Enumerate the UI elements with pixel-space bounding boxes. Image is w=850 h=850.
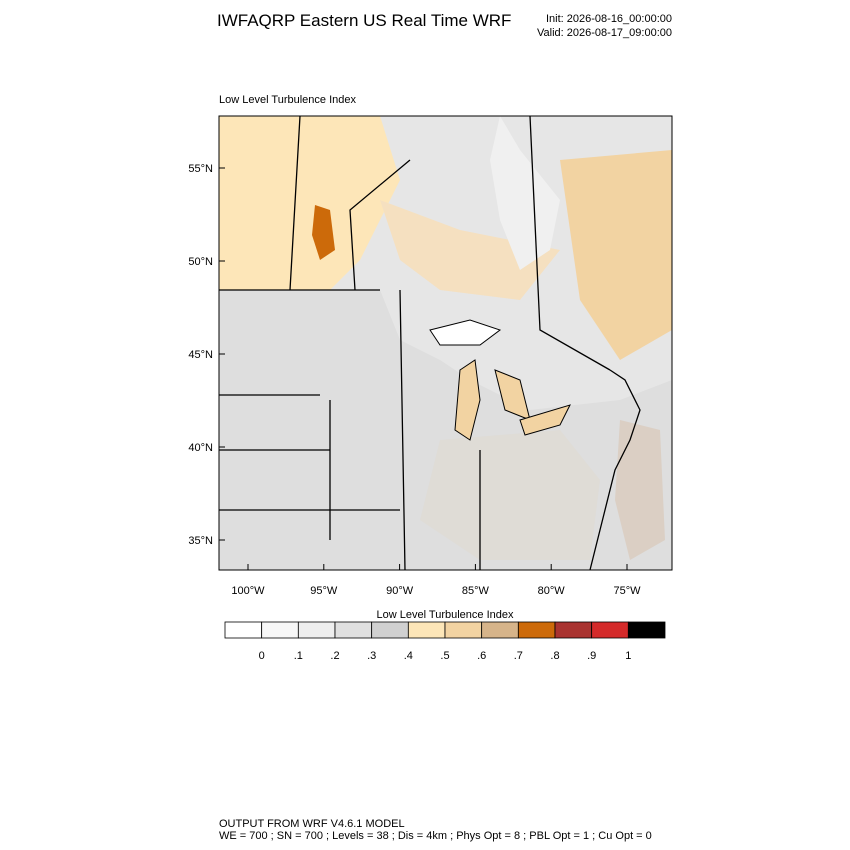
colorbar-box: [517, 621, 556, 639]
lon-label: 75°W: [613, 585, 641, 597]
lake: [429, 319, 502, 346]
colorbar-box: [334, 621, 373, 639]
colorbar-label: .6: [477, 650, 486, 662]
lat-label: 50°N: [188, 256, 213, 268]
colorbar-box: [224, 621, 263, 639]
map-frame: [218, 115, 673, 571]
colorbar-label: .4: [404, 650, 413, 662]
valid-time: Valid: 2026-08-17_09:00:00: [537, 27, 672, 39]
lat-label: 35°N: [188, 535, 213, 547]
coastline: [589, 369, 641, 570]
colorbar-label: 0: [259, 650, 265, 662]
shaded-area: [219, 116, 400, 290]
shaded-area: [312, 205, 335, 260]
border: [219, 116, 611, 570]
init-time: Init: 2026-08-16_00:00:00: [546, 13, 672, 25]
hudson-bay: [490, 116, 560, 270]
colorbar-box: [371, 621, 409, 639]
colorbar-box: [407, 621, 446, 639]
map: 55°N 50°N 45°N 40°N 35°N 100°W 95°W 90°W 85°W 80°…: [188, 115, 673, 597]
shaded-area: [380, 200, 560, 300]
colorbar-label: .2: [330, 650, 339, 662]
lat-label: 45°N: [188, 349, 213, 361]
map-title: Low Level Turbulence Index: [219, 94, 356, 106]
colorbar-box: [261, 621, 299, 639]
colorbar-box: [591, 621, 629, 639]
shaded-area: [560, 150, 672, 360]
footer-line: WE = 700 ; SN = 700 ; Levels = 38 ; Dis …: [219, 830, 652, 842]
colorbar-label: .3: [367, 650, 376, 662]
colorbar-box: [627, 621, 666, 639]
colorbar-label: .7: [514, 650, 523, 662]
lake: [519, 404, 571, 436]
lon-label: 90°W: [386, 585, 414, 597]
lat-label: 55°N: [188, 163, 213, 175]
lon-label: 100°W: [231, 585, 265, 597]
colorbar-box: [554, 621, 593, 639]
us-land: [219, 290, 672, 570]
colorbar-box: [481, 621, 519, 639]
colorbar-box: [444, 621, 483, 639]
colorbar-label: .8: [550, 650, 559, 662]
colorbar: 0 .1 .2 .3 .4 .5 .6 .7 .8 .9 1: [224, 621, 666, 662]
colorbar-label: 1: [625, 650, 631, 662]
colorbar-label: .1: [294, 650, 303, 662]
colorbar-label: .9: [587, 650, 596, 662]
lake: [454, 359, 481, 441]
lon-label: 95°W: [310, 585, 338, 597]
colorbar-label: .5: [440, 650, 449, 662]
colorbar-title: Low Level Turbulence Index: [377, 609, 514, 621]
lon-label: 80°W: [538, 585, 566, 597]
title: IWFAQRP Eastern US Real Time WRF: [217, 11, 511, 30]
footer-line: OUTPUT FROM WRF V4.6.1 MODEL: [219, 818, 405, 830]
colorbar-box: [297, 621, 336, 639]
lat-label: 40°N: [188, 442, 213, 454]
lon-label: 85°W: [462, 585, 490, 597]
